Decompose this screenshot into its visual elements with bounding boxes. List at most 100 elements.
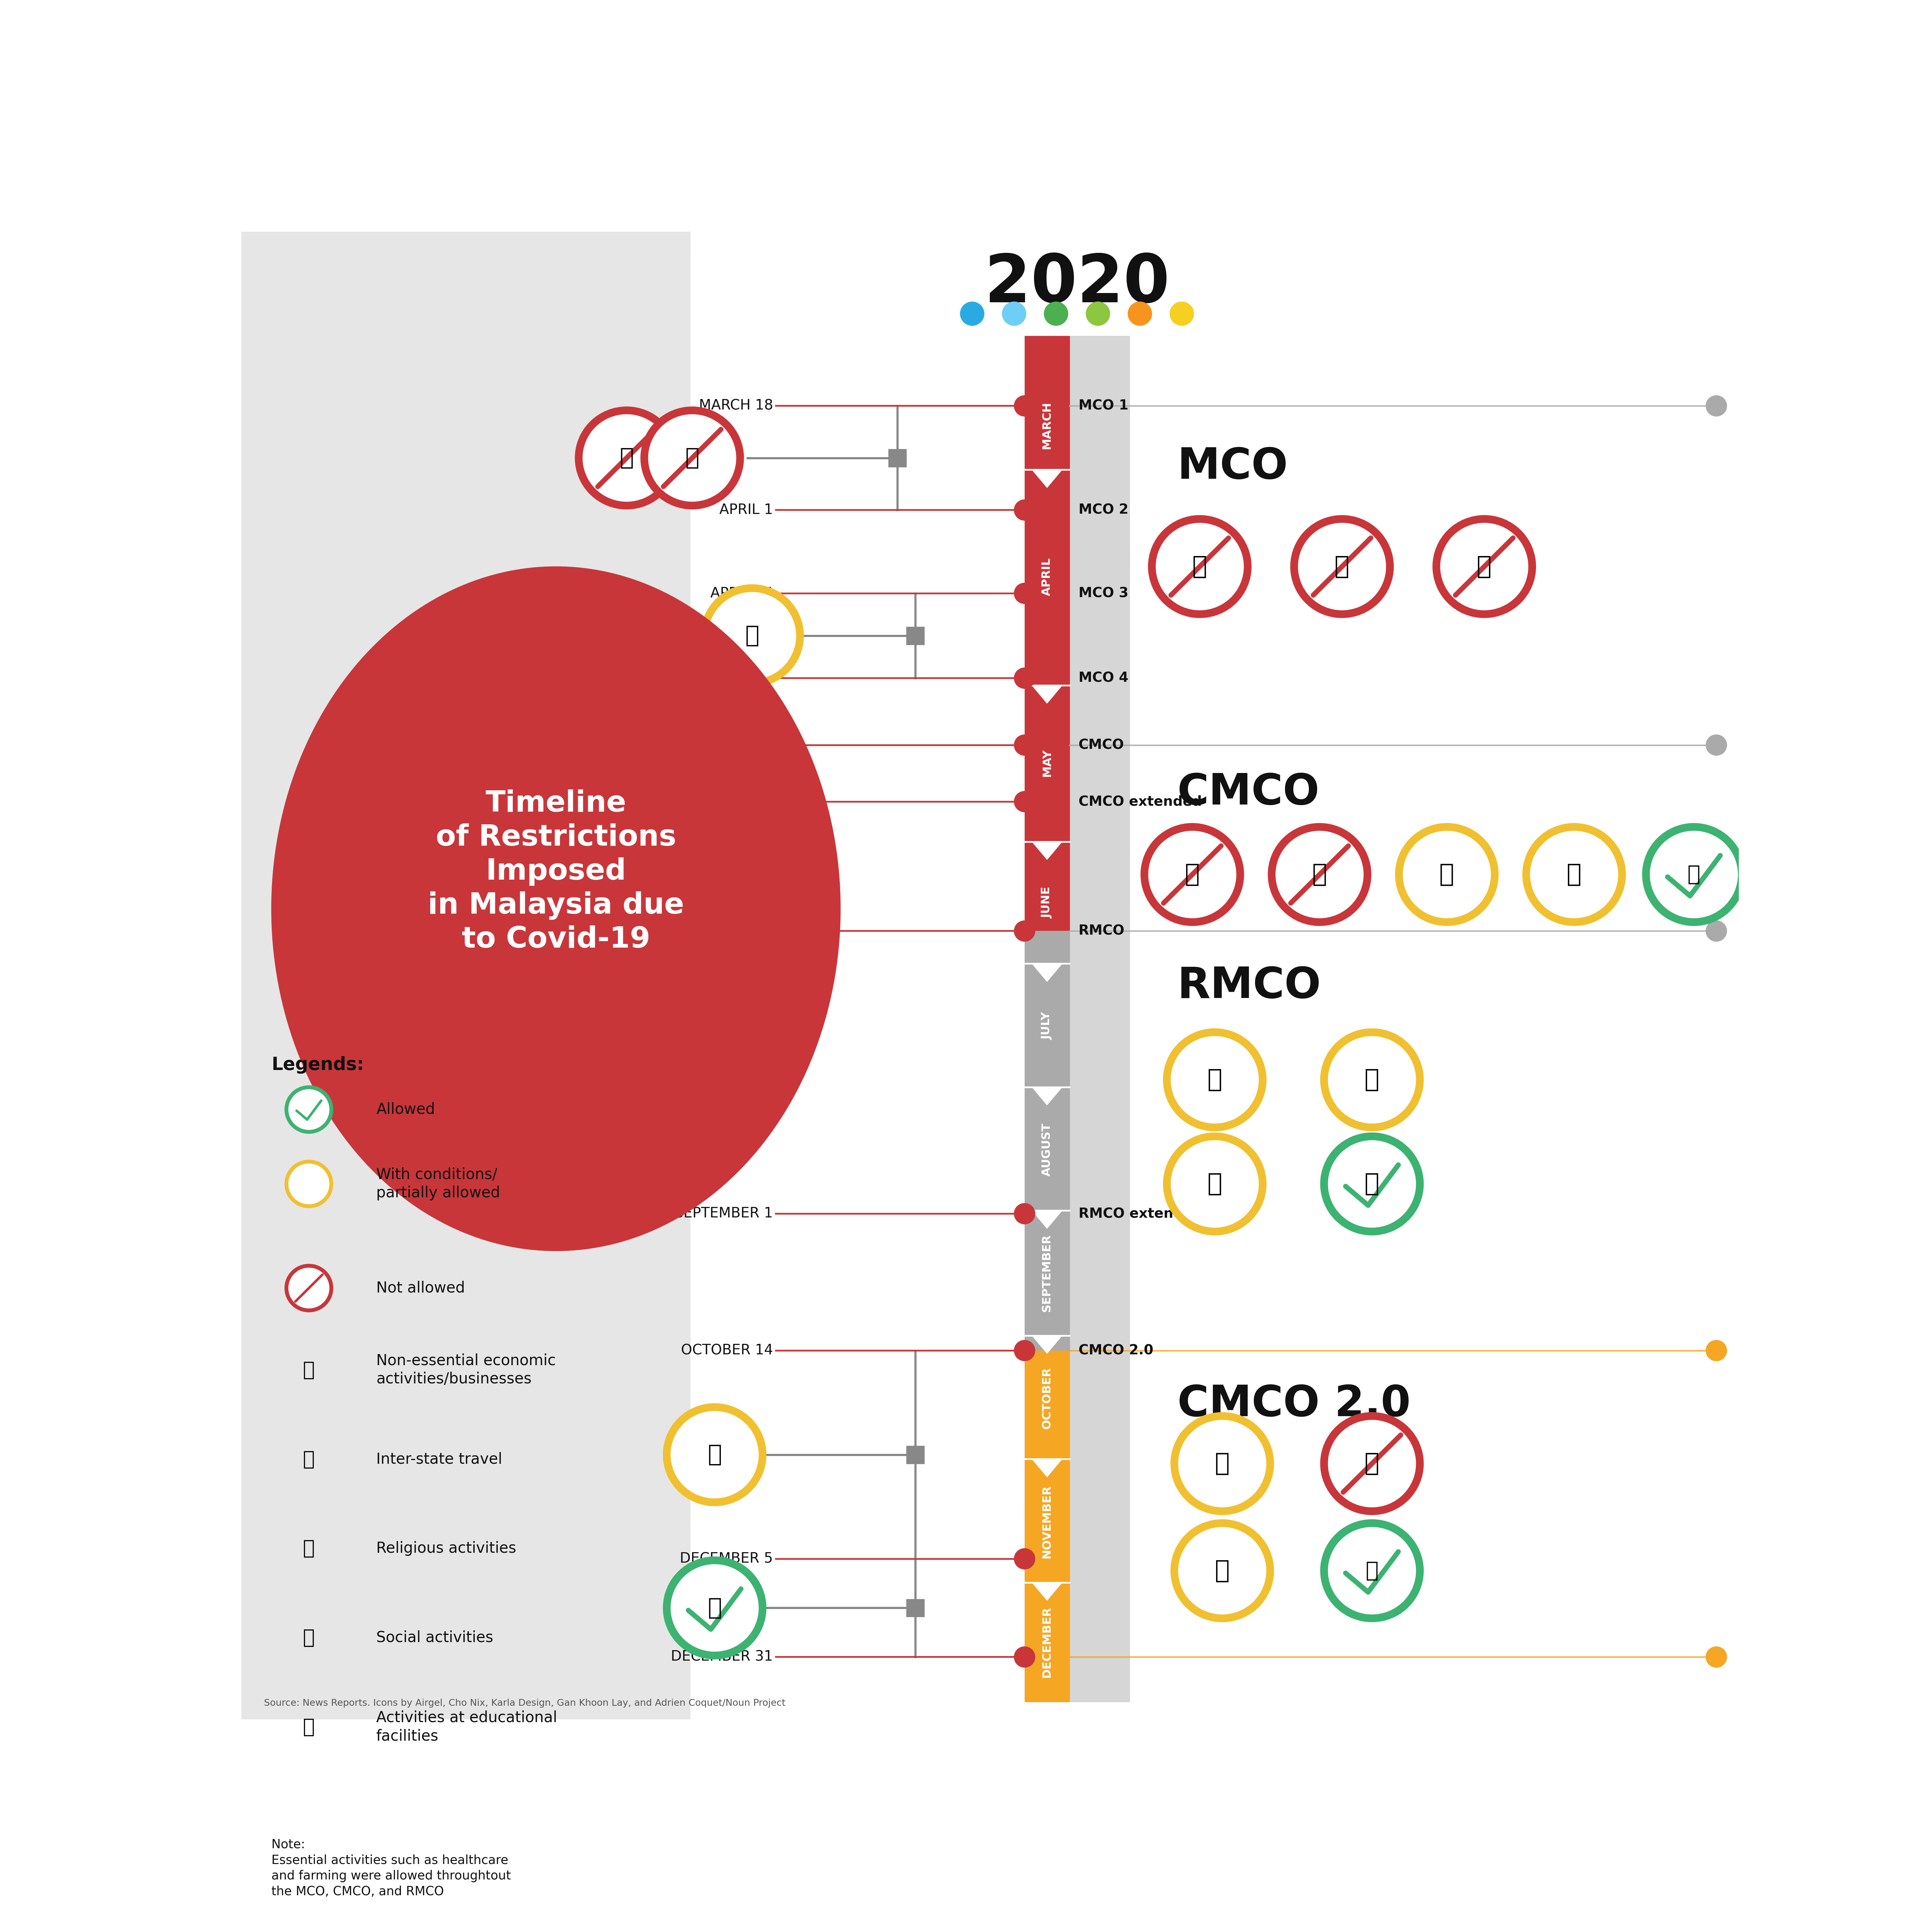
Circle shape [1706, 396, 1727, 415]
Text: 🕌: 🕌 [1215, 1451, 1229, 1476]
Text: 🕌: 🕌 [1192, 554, 1208, 578]
Circle shape [286, 1161, 332, 1206]
Circle shape [1014, 1646, 1036, 1667]
Circle shape [667, 1561, 763, 1656]
Circle shape [667, 1406, 763, 1503]
Circle shape [1271, 827, 1368, 922]
Polygon shape [1032, 1335, 1063, 1354]
Bar [906, 1600, 923, 1617]
Text: 🚗: 🚗 [707, 1443, 723, 1466]
Bar [889, 448, 906, 468]
Text: Activities at educational
facilities: Activities at educational facilities [377, 1710, 556, 1743]
Text: Inter-state travel: Inter-state travel [377, 1451, 502, 1466]
Text: APRIL 15: APRIL 15 [711, 587, 773, 601]
Circle shape [1014, 396, 1036, 415]
Circle shape [1014, 922, 1036, 941]
Text: Timeline
of Restrictions
Imposed
in Malaysia due
to Covid-19: Timeline of Restrictions Imposed in Mala… [427, 790, 684, 954]
Text: NOVEMBER: NOVEMBER [1041, 1486, 1053, 1559]
Text: 🧍: 🧍 [303, 1629, 315, 1648]
Text: 🎓: 🎓 [1335, 554, 1349, 578]
Circle shape [1128, 301, 1151, 327]
Circle shape [1171, 301, 1194, 327]
Text: 🚗: 🚗 [1364, 1173, 1379, 1196]
Text: Legends:: Legends: [270, 1057, 363, 1074]
Circle shape [643, 410, 740, 506]
Text: SEPTEMBER: SEPTEMBER [1041, 1235, 1053, 1312]
Ellipse shape [270, 566, 840, 1250]
Circle shape [1175, 1522, 1269, 1619]
Text: MCO 3: MCO 3 [1078, 587, 1128, 601]
Circle shape [1706, 1646, 1727, 1667]
Text: Note:
Essential activities such as healthcare
and farming were allowed throughto: Note: Essential activities such as healt… [270, 1839, 510, 1897]
Circle shape [1043, 301, 1068, 327]
Text: AUGUST: AUGUST [1041, 1122, 1053, 1177]
Circle shape [1014, 1341, 1036, 1360]
Text: 🎓: 🎓 [1364, 1068, 1379, 1092]
Text: RMCO extended: RMCO extended [1078, 1208, 1202, 1221]
Circle shape [1706, 734, 1727, 755]
Text: JULY: JULY [1041, 1012, 1053, 1039]
Circle shape [1706, 1341, 1727, 1360]
Text: CMCO 2.0: CMCO 2.0 [1177, 1383, 1410, 1426]
Polygon shape [1032, 469, 1063, 487]
Text: Allowed: Allowed [377, 1101, 435, 1117]
Circle shape [1323, 1416, 1420, 1511]
Text: 🎓: 🎓 [1364, 1451, 1379, 1476]
Text: MAY 13: MAY 13 [721, 794, 773, 810]
Text: MCO 4: MCO 4 [1078, 672, 1128, 684]
Text: OCTOBER 14: OCTOBER 14 [680, 1343, 773, 1358]
Circle shape [1706, 922, 1727, 941]
Text: MCO 2: MCO 2 [1078, 504, 1128, 516]
Bar [1024, 1350, 1070, 1702]
Circle shape [286, 1088, 332, 1132]
Bar [1024, 336, 1070, 1702]
Bar [906, 1445, 923, 1464]
Text: With conditions/
partially allowed: With conditions/ partially allowed [377, 1167, 500, 1200]
Circle shape [703, 587, 800, 684]
Bar [242, 232, 1065, 1719]
Text: 2020: 2020 [985, 251, 1169, 317]
Text: 🧍: 🧍 [1439, 862, 1455, 887]
Circle shape [1014, 1548, 1036, 1569]
Text: Not allowed: Not allowed [377, 1281, 466, 1296]
Circle shape [1014, 583, 1036, 603]
Text: APRIL 29: APRIL 29 [711, 670, 773, 686]
Text: 🚗: 🚗 [686, 446, 699, 469]
Text: CMCO: CMCO [1078, 738, 1124, 752]
Circle shape [1014, 734, 1036, 755]
Text: MAY: MAY [1041, 750, 1053, 777]
Circle shape [1526, 827, 1623, 922]
Text: APRIL 1: APRIL 1 [719, 502, 773, 518]
Text: DECEMBER: DECEMBER [1041, 1607, 1053, 1677]
Text: 🧍: 🧍 [1215, 1559, 1229, 1582]
Text: 🕌: 🕌 [1208, 1068, 1223, 1092]
Polygon shape [1032, 1459, 1063, 1476]
Circle shape [286, 1265, 332, 1310]
Text: 🧍: 🧍 [1476, 554, 1492, 578]
Text: 🎓: 🎓 [1312, 862, 1327, 887]
Text: 🕌: 🕌 [303, 1538, 315, 1557]
Text: 💰: 💰 [1687, 864, 1700, 885]
Circle shape [1323, 1032, 1420, 1128]
Text: MAY 4: MAY 4 [730, 738, 773, 752]
Bar [1024, 931, 1070, 1350]
Text: DECEMBER 31: DECEMBER 31 [670, 1650, 773, 1663]
Text: 🎓: 🎓 [303, 1718, 315, 1737]
Circle shape [1646, 827, 1743, 922]
Polygon shape [1032, 686, 1063, 703]
Circle shape [1175, 1416, 1269, 1511]
Polygon shape [1032, 1088, 1063, 1105]
Text: JUNE 10: JUNE 10 [717, 923, 773, 937]
Text: 💰: 💰 [303, 1360, 315, 1379]
Polygon shape [1032, 1211, 1063, 1229]
Text: 💰: 💰 [620, 446, 634, 469]
Polygon shape [1032, 1582, 1063, 1600]
Circle shape [1323, 1136, 1420, 1231]
Text: MCO: MCO [1177, 446, 1289, 487]
Circle shape [1167, 1032, 1264, 1128]
Text: RMCO: RMCO [1078, 923, 1124, 937]
Text: CMCO extended: CMCO extended [1078, 794, 1202, 808]
Text: MARCH 18: MARCH 18 [699, 398, 773, 413]
Polygon shape [1032, 842, 1063, 860]
Text: 🧍: 🧍 [1208, 1173, 1223, 1196]
